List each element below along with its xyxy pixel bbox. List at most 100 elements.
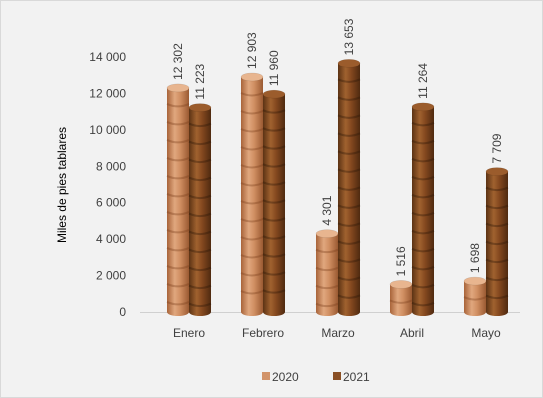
bar-ring	[337, 78, 361, 83]
bar-body	[338, 63, 360, 312]
bar-ring	[240, 290, 264, 295]
y-tick-label: 14 000	[89, 50, 126, 64]
data-label: 11 960	[267, 50, 281, 86]
bar-ring	[188, 266, 212, 272]
bar-ring	[262, 235, 286, 240]
legend-label: 2021	[343, 370, 370, 384]
bar-cap	[463, 276, 487, 286]
bar-ring	[337, 168, 361, 173]
bar-ring	[166, 175, 190, 180]
bar-2021-marzo	[337, 59, 361, 316]
y-tick-label: 0	[119, 305, 126, 319]
bar-ring	[166, 229, 190, 234]
bar-base	[241, 308, 263, 316]
bar-cap	[389, 280, 413, 289]
y-tick-label: 4 000	[96, 232, 126, 246]
bar-ring	[166, 283, 190, 288]
bar-ring	[411, 121, 435, 127]
bar-base	[390, 308, 412, 316]
bar-body	[464, 281, 486, 312]
bar-ring	[188, 158, 212, 164]
bar-ring	[262, 217, 286, 222]
data-label: 12 903	[245, 32, 259, 69]
bar-ring	[485, 186, 509, 192]
bar-ring	[262, 163, 286, 168]
legend-swatch	[262, 372, 270, 380]
bar-ring	[411, 229, 435, 235]
bar-ring	[166, 193, 190, 198]
bar-2020-marzo	[315, 229, 339, 316]
bar-ring	[166, 121, 190, 126]
bar-ring	[188, 176, 212, 182]
bar-ring	[188, 122, 212, 128]
bar-base	[412, 308, 434, 316]
bar-ring	[188, 302, 212, 308]
bar-2020-enero	[166, 83, 190, 316]
bar-ring	[240, 182, 264, 187]
bar-ring	[463, 296, 487, 301]
bar-ring	[411, 247, 435, 253]
bar-ring	[337, 294, 361, 299]
bar-body	[390, 284, 412, 312]
legend-item-2020: 2020	[262, 370, 299, 384]
bar-ring	[262, 181, 286, 186]
bar-body	[412, 106, 434, 312]
data-label: 1 698	[468, 243, 482, 273]
bar-ring	[411, 301, 435, 307]
bar-ring	[188, 248, 212, 254]
bar-ring	[240, 164, 264, 169]
bar-ring	[240, 272, 264, 277]
bar-ring	[240, 128, 264, 133]
bar-body	[189, 107, 211, 312]
bar-ring	[389, 299, 413, 304]
x-tick-label: Enero	[173, 326, 205, 340]
bar-ring	[262, 271, 286, 276]
bar-ring	[262, 253, 286, 258]
bar-ring	[166, 211, 190, 216]
bar-base	[167, 308, 189, 316]
bar-ring	[411, 283, 435, 289]
bar-cap	[262, 89, 286, 99]
x-tick-label: Abril	[400, 326, 424, 340]
bar-ring	[240, 218, 264, 223]
legend-label: 2020	[272, 370, 299, 384]
bar-ring	[337, 240, 361, 245]
bar-ring	[166, 157, 190, 162]
bar-ring	[411, 265, 435, 271]
bar-base	[189, 308, 211, 316]
bar-ring	[240, 146, 264, 151]
bar-cap	[337, 59, 361, 68]
bar-ring	[337, 258, 361, 263]
bar-ring	[337, 204, 361, 209]
bar-2020-febrero	[240, 72, 264, 316]
bar-base	[464, 308, 486, 316]
bar-2020-mayo	[463, 276, 487, 316]
bar-ring	[240, 110, 264, 115]
bar-ring	[240, 92, 264, 97]
bar-ring	[262, 289, 286, 294]
bar-cap	[166, 83, 190, 93]
bar-ring	[166, 139, 190, 144]
bar-body	[241, 76, 263, 312]
bar-ring	[485, 258, 509, 264]
bar-ring	[240, 254, 264, 259]
data-label: 7 709	[490, 133, 504, 163]
bar-ring	[337, 96, 361, 101]
x-tick-label: Febrero	[242, 326, 284, 340]
legend-swatch	[333, 372, 341, 380]
bar-ring	[166, 247, 190, 252]
bar-ring	[166, 265, 190, 270]
bar-cap	[188, 103, 212, 112]
bar-2021-enero	[188, 103, 212, 316]
bar-ring	[337, 150, 361, 155]
bar-ring	[262, 145, 286, 150]
x-tick-label: Mayo	[471, 326, 501, 340]
y-tick-label: 2 000	[96, 269, 126, 283]
bar-base	[316, 308, 338, 316]
bar-ring	[485, 240, 509, 246]
bar-ring	[485, 204, 509, 210]
bar-ring	[315, 248, 339, 254]
bar-cap	[411, 102, 435, 112]
bar-ring	[411, 175, 435, 181]
